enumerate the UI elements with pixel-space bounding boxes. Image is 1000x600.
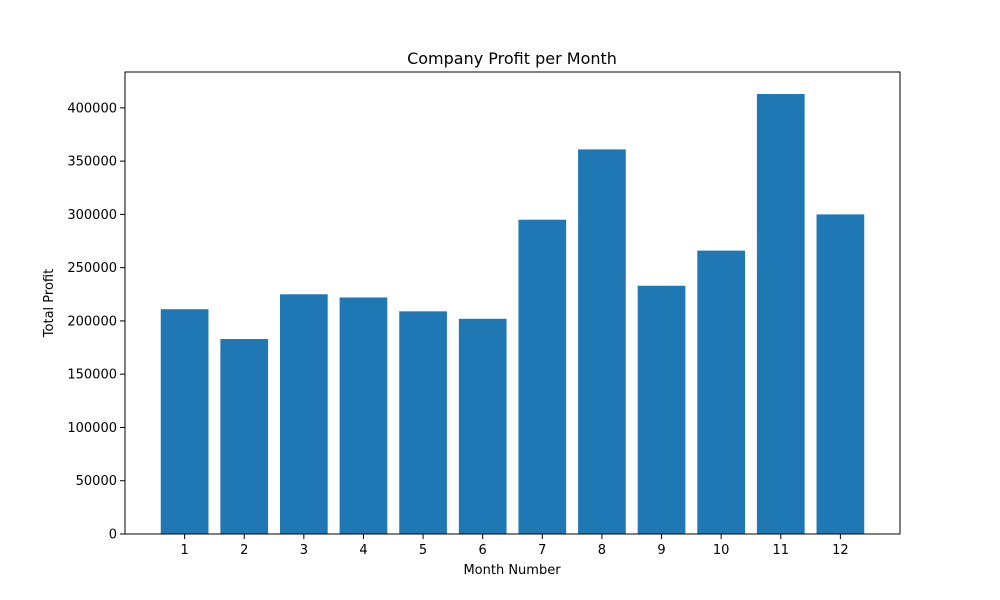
plot-frame — [124, 71, 901, 535]
bar-month-5 — [399, 311, 447, 534]
x-axis-label: Month Number — [463, 563, 561, 578]
x-axis-ticks: 1 2 3 4 5 6 7 8 9 10 11 12 — [180, 534, 849, 558]
x-tick-label: 10 — [713, 543, 730, 558]
y-tick-label: 400000 — [67, 101, 117, 116]
bar-month-10 — [697, 250, 745, 534]
x-tick-label: 1 — [180, 543, 188, 558]
x-tick-label: 6 — [479, 543, 487, 558]
x-tick-label: 4 — [359, 543, 367, 558]
bar-month-3 — [280, 294, 328, 534]
x-tick-label: 7 — [538, 543, 546, 558]
y-tick-label: 250000 — [67, 261, 117, 276]
bar-month-4 — [339, 297, 388, 534]
bar-month-2 — [220, 339, 269, 534]
x-tick-label: 12 — [832, 543, 849, 558]
y-tick-label: 50000 — [76, 474, 117, 489]
bar-month-1 — [160, 309, 209, 534]
bar-month-7 — [518, 219, 567, 534]
y-tick-label: 350000 — [67, 155, 117, 170]
x-tick-label: 2 — [240, 543, 248, 558]
bars-group — [160, 94, 865, 535]
y-tick-label: 200000 — [67, 314, 117, 329]
x-tick-label: 9 — [657, 543, 665, 558]
bar-month-11 — [756, 94, 805, 534]
bar-month-8 — [578, 149, 626, 534]
y-tick-label: 150000 — [67, 368, 117, 383]
x-tick-label: 5 — [419, 543, 427, 558]
x-tick-label: 11 — [772, 543, 789, 558]
bar-month-6 — [458, 318, 507, 534]
y-tick-label: 100000 — [67, 421, 117, 436]
x-tick-label: 8 — [598, 543, 606, 558]
bar-month-12 — [816, 214, 865, 535]
y-tick-label: 300000 — [67, 208, 117, 223]
y-axis-ticks: 0 50000 100000 150000 200000 250000 300000 3500… — [67, 101, 125, 543]
bar-month-9 — [637, 285, 686, 534]
y-tick-label: 0 — [109, 528, 117, 543]
x-tick-label: 3 — [300, 543, 308, 558]
y-axis-label: Total Profit — [42, 269, 57, 338]
chart-title: Company Profit per Month — [407, 49, 617, 68]
